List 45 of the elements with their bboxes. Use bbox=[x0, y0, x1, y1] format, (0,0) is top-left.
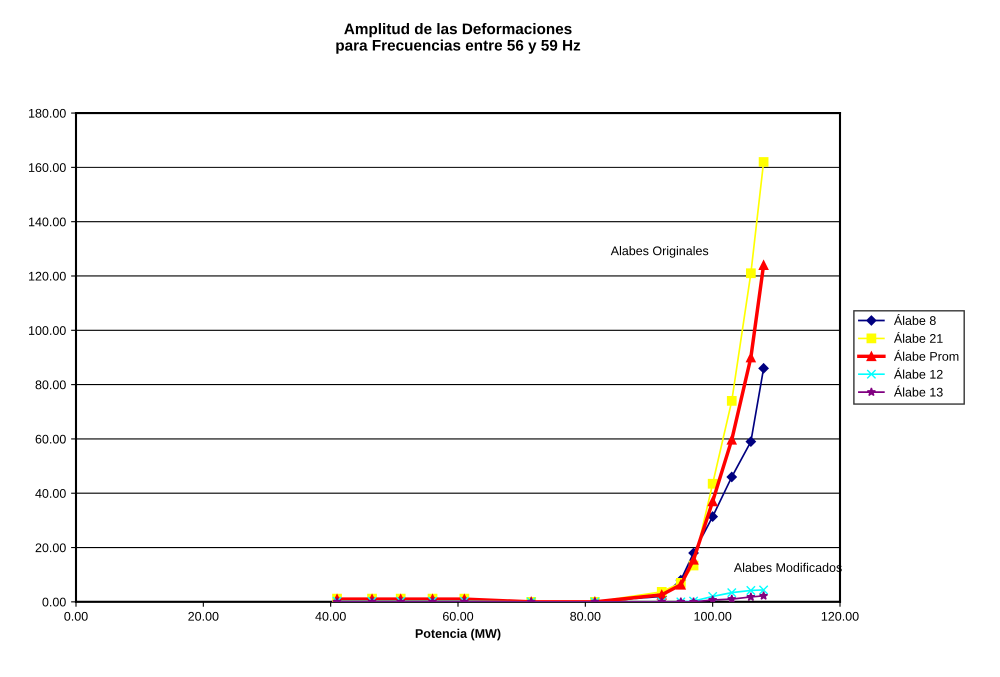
y-tick-label: 40.00 bbox=[35, 489, 66, 498]
y-tick-label: 20.00 bbox=[36, 543, 66, 552]
point bbox=[726, 434, 737, 445]
point bbox=[708, 496, 718, 506]
legend-label: Álabe 8 bbox=[894, 314, 936, 326]
y-tick-label: 120.00 bbox=[29, 272, 66, 281]
x-tick-label: 120.00 bbox=[822, 612, 859, 621]
point bbox=[708, 595, 718, 602]
point bbox=[726, 472, 737, 482]
x-tick-label: 0.00 bbox=[64, 612, 88, 621]
point bbox=[746, 352, 756, 362]
y-tick-label: 80.00 bbox=[36, 380, 66, 390]
point bbox=[758, 260, 768, 270]
legend-label: Álabe 21 bbox=[894, 332, 943, 343]
annotation: Alabes Originales bbox=[610, 246, 708, 258]
x-axis-title: Potencia (MW) bbox=[416, 628, 500, 640]
point bbox=[708, 592, 718, 602]
chart-title: Amplitud de las Deformaciones para Frecuencias entre 56 y 59 Hz bbox=[336, 23, 580, 54]
y-tick-label: 60.00 bbox=[36, 434, 66, 444]
x-tick-label: 40.00 bbox=[315, 612, 346, 621]
point bbox=[758, 585, 768, 595]
point bbox=[727, 594, 736, 602]
point bbox=[746, 436, 756, 447]
x-tick-label: 80.00 bbox=[570, 612, 600, 621]
y-tick-label: 140.00 bbox=[29, 217, 66, 226]
point bbox=[746, 268, 756, 278]
y-tick-label: 180.00 bbox=[29, 108, 66, 118]
point bbox=[708, 511, 718, 522]
x-tick-label: 60.00 bbox=[442, 612, 474, 621]
point bbox=[758, 363, 769, 374]
point bbox=[688, 554, 698, 565]
y-tick-label: 160.00 bbox=[29, 163, 66, 172]
y-tick-label: 100.00 bbox=[29, 326, 66, 335]
y-tick-label: 0.00 bbox=[42, 598, 66, 607]
legend-label: Álabe Prom bbox=[894, 350, 958, 361]
point bbox=[746, 586, 756, 596]
legend-label: Álabe 13 bbox=[894, 386, 943, 397]
point bbox=[726, 588, 737, 598]
x-tick-label: 100.00 bbox=[694, 612, 732, 621]
x-tick-label: 20.00 bbox=[188, 612, 218, 621]
point bbox=[758, 157, 768, 167]
point bbox=[758, 591, 768, 600]
legend-label: Álabe 12 bbox=[894, 368, 943, 379]
point bbox=[746, 592, 756, 602]
point bbox=[726, 396, 737, 406]
